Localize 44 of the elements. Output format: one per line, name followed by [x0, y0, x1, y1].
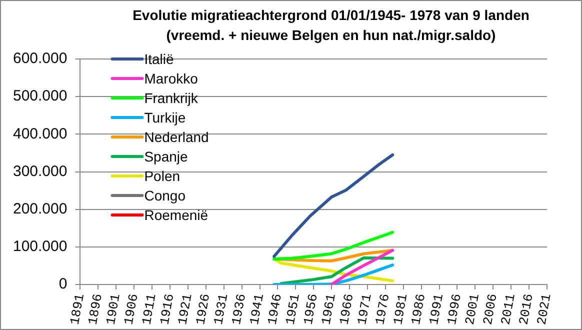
x-tick-label: 1961: [318, 292, 339, 326]
y-tick-label: 500.000: [12, 88, 68, 105]
y-tick-label: 400.000: [12, 125, 68, 142]
legend-label: Marokko: [144, 70, 198, 86]
y-tick-label: 200.000: [12, 200, 68, 218]
x-tick-label: 1956: [300, 292, 321, 326]
legend-label: Roemenië: [144, 206, 208, 223]
legend-label: Turkije: [144, 109, 186, 126]
legend-label: Frankrijk: [144, 90, 199, 106]
x-tick-label: 1901: [103, 292, 124, 326]
y-tick-label: 100.000: [12, 238, 68, 256]
x-tick-label: 2001: [462, 292, 483, 326]
x-tick-label: 1896: [85, 292, 106, 326]
x-tick-label: 1941: [246, 292, 268, 326]
legend-label: Spanje: [144, 148, 188, 164]
x-tick-label: 1936: [228, 292, 250, 326]
legend-label: Italië: [144, 50, 174, 67]
x-tick-label: 1981: [390, 292, 411, 326]
x-tick-label: 1931: [210, 292, 232, 326]
x-tick-label: 1966: [336, 292, 357, 326]
x-tick-label: 1986: [408, 292, 429, 326]
x-tick-label: 1976: [372, 292, 393, 326]
legend-label: Nederland: [144, 128, 209, 145]
x-tick-label: 1916: [157, 292, 178, 326]
x-tick-label: 1946: [264, 292, 286, 326]
y-tick-label: 0: [58, 276, 68, 293]
x-tick-label: 1891: [67, 292, 88, 326]
x-tick-label: 1996: [444, 292, 465, 326]
x-tick-label: 1991: [426, 292, 447, 326]
legend-label: Polen: [144, 168, 180, 184]
x-tick-label: 1971: [354, 292, 375, 326]
x-tick-label: 2006: [480, 292, 500, 326]
x-tick-label: 2021: [534, 292, 554, 326]
x-tick-label: 2011: [498, 292, 518, 326]
chart-title: Evolutie migratieachtergrond 01/01/1945- 1978 van 9 landen (vreemd. + nieuwe Belgen en hun nat./migr.saldo): [132, 6, 530, 45]
x-tick-label: 1926: [193, 292, 214, 326]
x-tick-label: 1911: [139, 292, 160, 326]
x-tick-label: 1906: [121, 292, 142, 326]
y-tick-label: 600.000: [12, 50, 68, 68]
legend-label: Congo: [144, 187, 186, 204]
x-tick-label: 1951: [282, 292, 304, 326]
y-tick-label: 300.000: [12, 162, 68, 180]
x-tick-label: 1921: [175, 292, 196, 326]
x-tick-label: 2016: [516, 292, 536, 326]
